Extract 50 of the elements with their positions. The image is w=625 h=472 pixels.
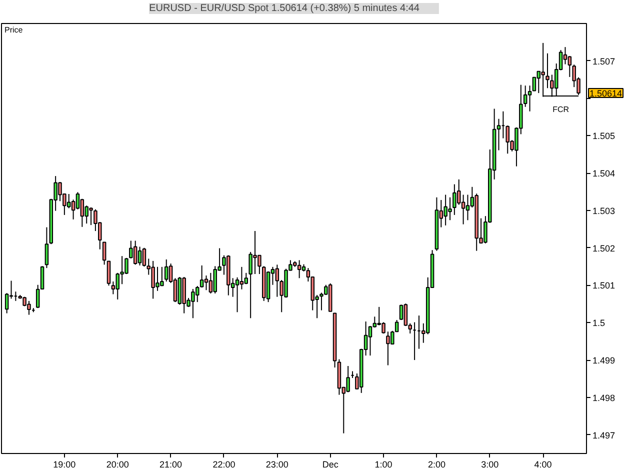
candlestick [461,194,466,225]
y-tick-label: 1.498 [592,392,616,403]
candlestick [133,240,138,266]
x-tick-label: 21:00 [160,460,182,470]
x-tick-label: 22:00 [212,460,236,470]
candlestick [102,242,106,266]
x-tick-label: 4:00 [534,460,552,470]
candlestick [466,194,470,221]
y-tick-label: 1.503 [592,206,616,216]
y-tick-label: 1.497 [592,430,616,440]
x-tick-label: 3:00 [481,460,499,470]
candlestick [568,56,572,78]
candlestick [240,266,244,290]
y-tick-label: 1.507 [592,56,616,66]
series-label: FCR [552,105,570,114]
candlestick [346,366,350,393]
y-tick-label: 1.504 [592,168,616,179]
candlestick [404,303,408,326]
candlestick [523,85,528,108]
y-tick-label: 1.505 [592,131,616,142]
candlestick [452,184,456,216]
chart-subtitle: Price [4,26,24,34]
x-tick-label: 20:00 [106,460,129,470]
candlestick [456,178,461,206]
candlestick [208,272,213,294]
candlestick [66,194,71,209]
candlestick [275,264,280,298]
candlestick [44,226,49,269]
text: 1.50614 [590,88,622,99]
candlestick [368,325,372,356]
x-tick-label: 2:00 [428,460,446,470]
y-tick-label: 1.501 [592,280,616,291]
y-tick-label: 1.499 [592,356,616,366]
candlestick [4,292,9,314]
candlestick [142,247,146,268]
candlestick [536,70,541,94]
candlestick [297,260,302,279]
candlestick [138,246,142,266]
candlestick [235,276,240,313]
x-tick-label: Dec [322,460,339,470]
candlestick [200,264,204,288]
candlestick [106,260,111,286]
y-tick-label: 1.502 [592,243,616,254]
candlestick [546,52,550,89]
x-tick-label: 1:00 [374,460,392,470]
candlestick [164,258,168,282]
x-tick-label: 19:00 [53,460,76,470]
chart-title: EURUSD - EUR/USD Spot 1.50614 (+0.38%) 5 minutes 4:44 [149,3,420,14]
y-tick-label: 1.5 [592,318,606,328]
x-tick-label: 23:00 [266,460,288,470]
